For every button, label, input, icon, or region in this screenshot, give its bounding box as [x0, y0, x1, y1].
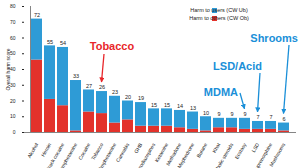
svg-text:Mephedrone: Mephedrone: [176, 142, 195, 168]
svg-text:7: 7: [269, 114, 272, 120]
svg-text:Tobacco: Tobacco: [90, 40, 135, 52]
svg-text:Harm to others (CW Ob): Harm to others (CW Ob): [189, 15, 249, 21]
svg-text:Harm to users (CW Ub): Harm to users (CW Ub): [190, 7, 248, 13]
svg-text:19: 19: [138, 95, 144, 101]
svg-text:26: 26: [99, 84, 105, 90]
svg-text:Mushrooms: Mushrooms: [268, 141, 287, 167]
svg-text:13: 13: [190, 105, 196, 111]
svg-text:Methadone: Methadone: [164, 141, 183, 167]
svg-text:Alcohol: Alcohol: [26, 142, 39, 159]
svg-text:GHB: GHB: [133, 141, 144, 154]
svg-text:Heroin: Heroin: [40, 142, 53, 158]
svg-text:72: 72: [34, 12, 40, 18]
svg-text:20: 20: [10, 98, 16, 104]
svg-text:Cannabis: Cannabis: [114, 141, 130, 163]
svg-text:0: 0: [13, 129, 16, 135]
svg-text:40: 40: [9, 66, 16, 73]
svg-text:70: 70: [10, 19, 16, 25]
svg-text:Benzodiazepines: Benzodiazepines: [132, 141, 156, 168]
svg-text:80: 80: [10, 3, 16, 9]
svg-text:Ecstasy: Ecstasy: [233, 141, 247, 160]
svg-text:Anabolic steroids: Anabolic steroids: [210, 141, 234, 168]
svg-text:Cocaine: Cocaine: [76, 141, 92, 161]
svg-text:10: 10: [10, 113, 16, 119]
svg-text:LSD/Acid: LSD/Acid: [213, 60, 262, 72]
svg-text:Amphetamine: Amphetamine: [97, 142, 118, 168]
svg-text:Khat: Khat: [211, 141, 222, 153]
svg-text:MDMA: MDMA: [204, 86, 238, 98]
svg-text:33: 33: [73, 73, 79, 79]
svg-text:20: 20: [125, 94, 131, 100]
svg-text:Ketamine: Ketamine: [153, 141, 170, 164]
svg-text:Butane: Butane: [195, 142, 208, 159]
svg-text:6: 6: [282, 116, 285, 122]
svg-text:55: 55: [47, 39, 53, 45]
svg-text:27: 27: [86, 83, 92, 89]
svg-text:7: 7: [256, 114, 259, 120]
svg-text:9: 9: [217, 111, 220, 117]
svg-text:Overall harm score: Overall harm score: [5, 48, 11, 90]
svg-text:30: 30: [9, 81, 16, 88]
svg-text:50: 50: [9, 50, 16, 57]
svg-text:LSD: LSD: [250, 141, 260, 153]
svg-text:15: 15: [164, 102, 170, 108]
svg-text:60: 60: [10, 35, 16, 41]
svg-text:Methamphetamine: Methamphetamine: [52, 142, 78, 168]
svg-text:Tobacco: Tobacco: [89, 141, 105, 161]
svg-text:15: 15: [151, 102, 157, 108]
svg-text:9: 9: [230, 111, 233, 117]
svg-text:54: 54: [60, 40, 66, 46]
svg-text:9: 9: [243, 111, 246, 117]
svg-text:14: 14: [177, 103, 183, 109]
svg-text:Shrooms: Shrooms: [250, 32, 298, 44]
svg-text:23: 23: [112, 89, 118, 95]
svg-text:10: 10: [203, 110, 209, 116]
